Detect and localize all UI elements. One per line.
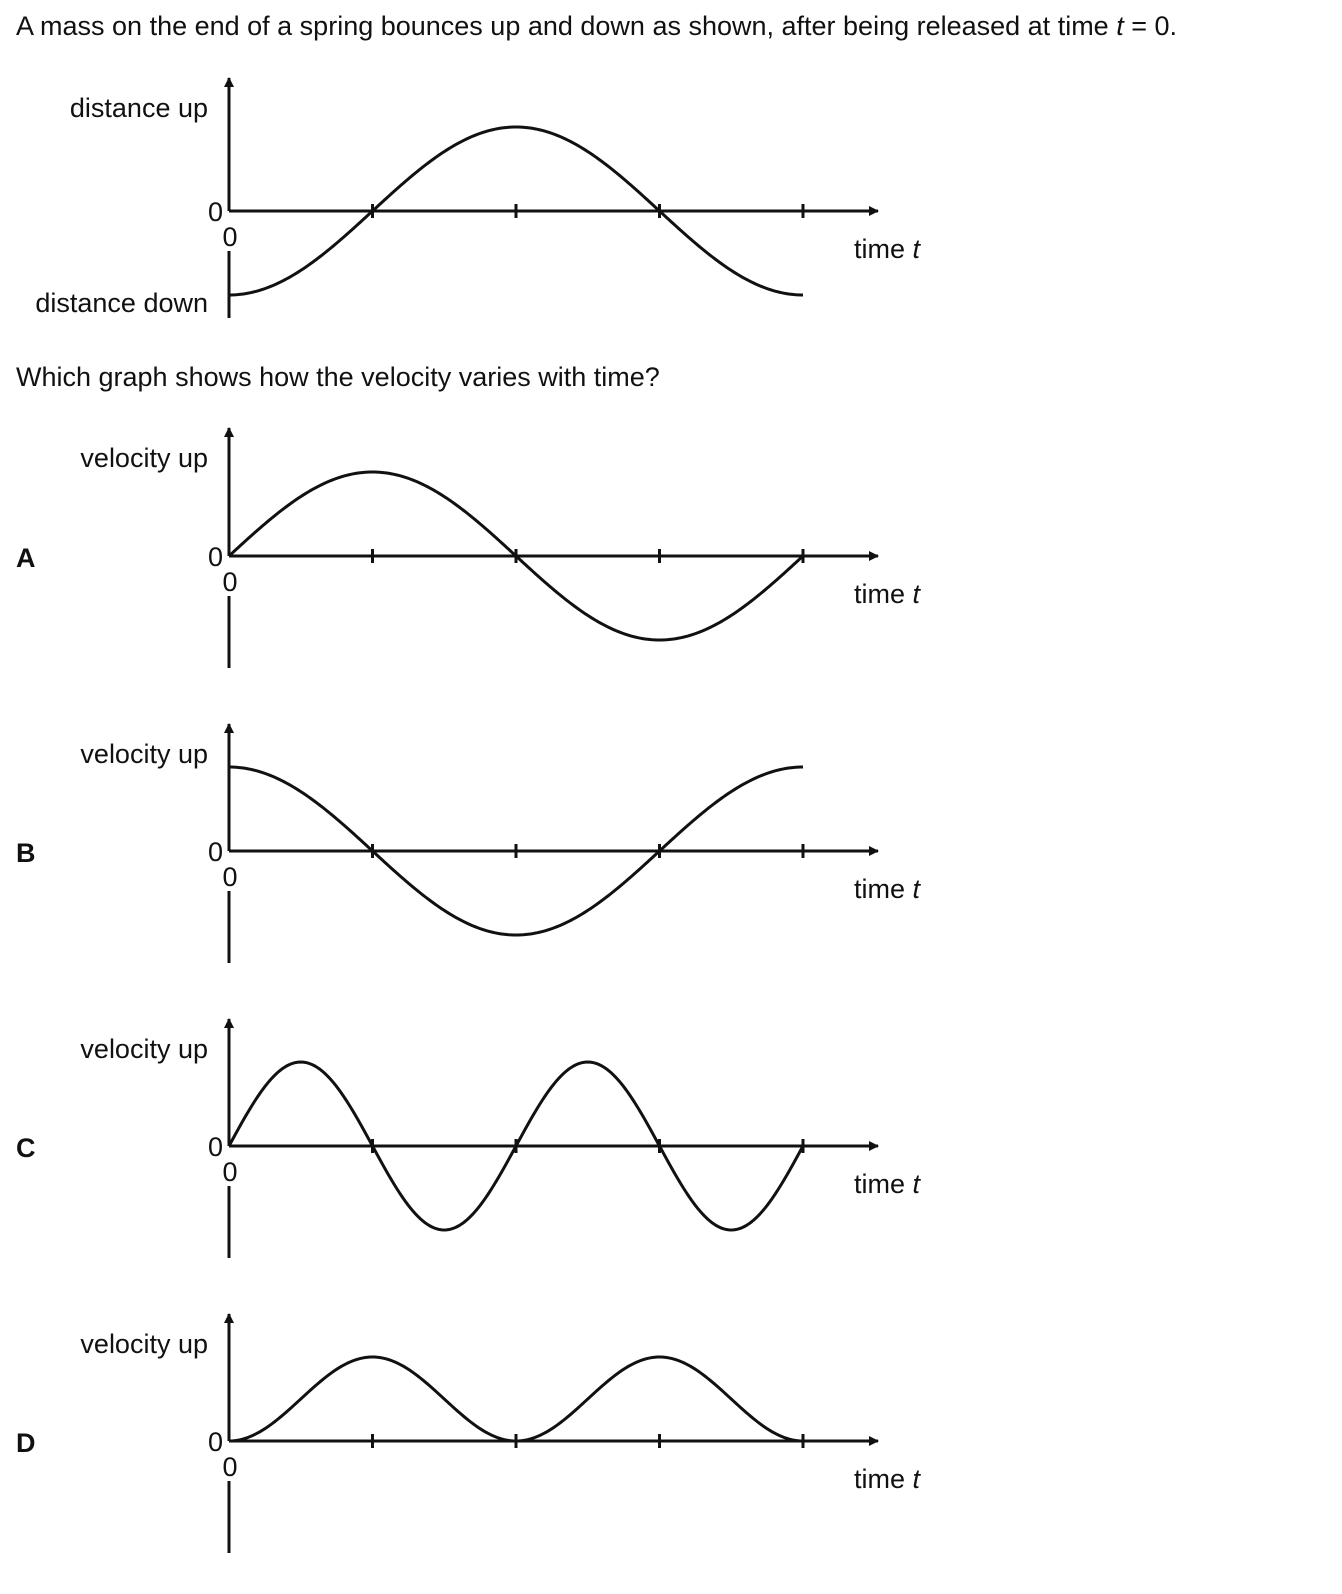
option-label-B: B xyxy=(16,838,36,868)
chart-D: velocity up 00 time t D xyxy=(16,1313,922,1553)
x-axis-label-word: time xyxy=(854,234,913,264)
y-zero-label: 0 xyxy=(208,837,223,867)
x-axis-label: time t xyxy=(854,234,922,264)
question-prompt: Which graph shows how the velocity varie… xyxy=(16,362,660,392)
x-axis-label-word: time xyxy=(854,1169,913,1199)
x-zero-label: 0 xyxy=(222,1157,237,1187)
curve-line xyxy=(228,1355,804,1443)
y-label-up: distance up xyxy=(70,93,208,123)
x-axis-label-symbol: t xyxy=(913,234,922,264)
x-zero-label: 0 xyxy=(222,222,237,252)
x-axis-label: time t xyxy=(854,579,922,609)
y-zero-label: 0 xyxy=(208,542,223,572)
x-axis-label-word: time xyxy=(854,1464,913,1494)
y-label-down: distance down xyxy=(35,288,208,318)
question-t-symbol: t xyxy=(1116,11,1124,41)
y-zero-label: 0 xyxy=(208,197,223,227)
x-axis-label-symbol: t xyxy=(913,874,922,904)
question-text-part: A mass on the end of a spring bounces up… xyxy=(16,11,1117,41)
x-zero-label: 0 xyxy=(222,1452,237,1482)
curve-line xyxy=(227,470,805,642)
question-text-end: = 0. xyxy=(1123,11,1178,41)
x-axis-label-word: time xyxy=(854,579,913,609)
x-axis-label-symbol: t xyxy=(913,579,922,609)
chart-A: velocity up 00 time t A xyxy=(16,427,922,668)
curve-line xyxy=(228,125,804,297)
y-label-up: velocity up xyxy=(80,739,208,769)
chart-B: velocity up 00 time t B xyxy=(16,723,922,963)
x-axis-label-symbol: t xyxy=(913,1169,922,1199)
y-label-up: velocity up xyxy=(80,443,208,473)
question-text: A mass on the end of a spring bounces up… xyxy=(16,13,1177,40)
y-zero-label: 0 xyxy=(208,1132,223,1162)
x-zero-label: 0 xyxy=(222,567,237,597)
option-label-D: D xyxy=(16,1428,36,1458)
x-axis-label: time t xyxy=(854,874,922,904)
option-label-C: C xyxy=(16,1133,36,1163)
y-label-up: velocity up xyxy=(80,1329,208,1359)
curve-line xyxy=(227,1060,805,1232)
option-label-A: A xyxy=(16,543,36,573)
x-axis-label: time t xyxy=(854,1169,922,1199)
chart-C: velocity up 00 time t C xyxy=(16,1018,922,1258)
chart-distance: distance up distance down 00 time t xyxy=(35,77,922,318)
x-axis-label: time t xyxy=(854,1464,922,1494)
x-axis-label-word: time xyxy=(854,874,913,904)
x-zero-label: 0 xyxy=(222,862,237,892)
curve-line xyxy=(228,765,804,937)
y-zero-label: 0 xyxy=(208,1427,223,1457)
x-axis-label-symbol: t xyxy=(913,1464,922,1494)
y-label-up: velocity up xyxy=(80,1034,208,1064)
